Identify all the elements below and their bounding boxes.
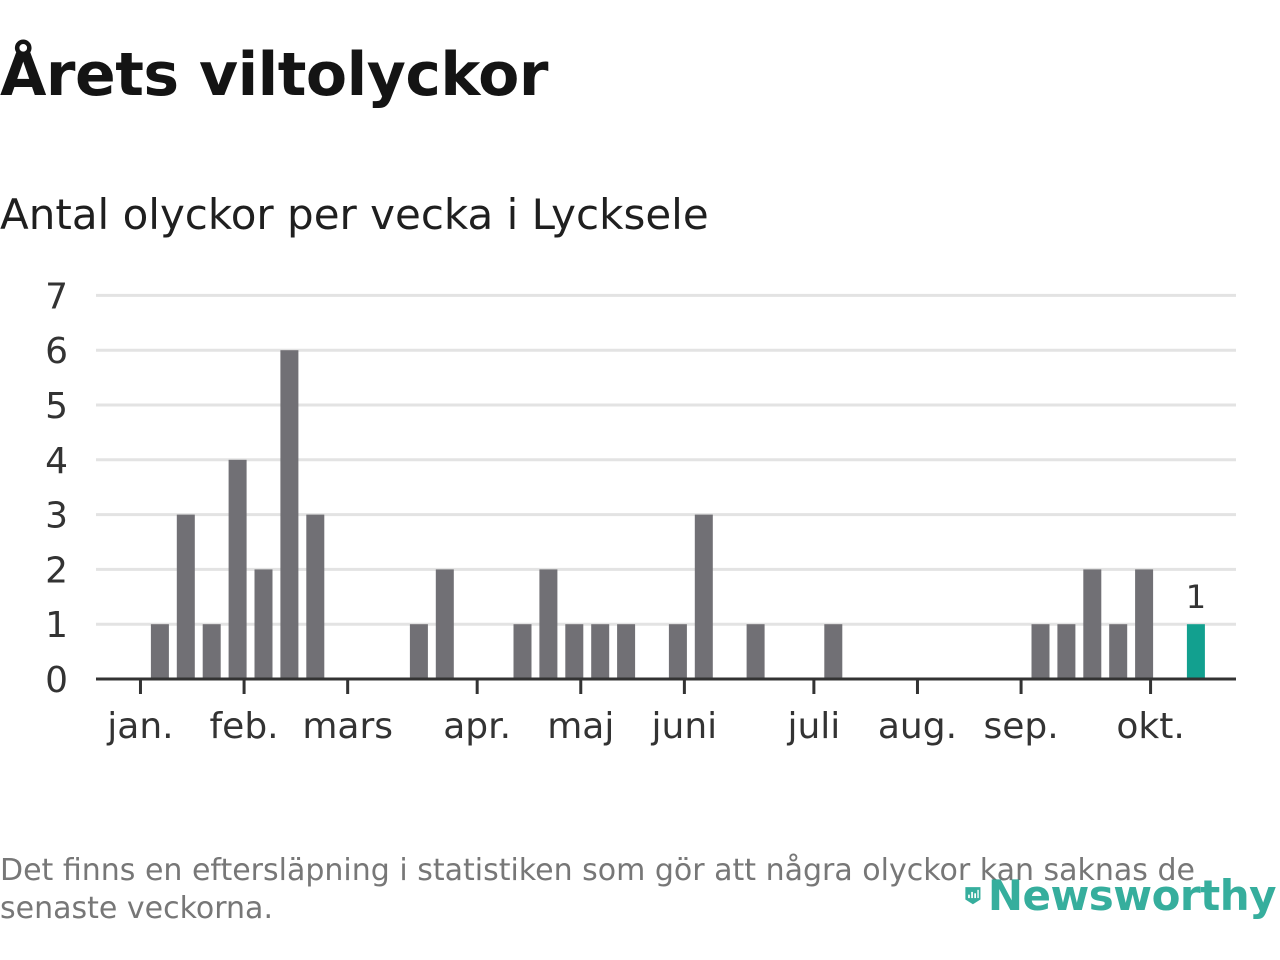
y-tick-label: 1 [45,605,68,646]
bars [150,350,1205,679]
chart-subtitle: Antal olyckor per vecka i Lycksele [0,190,709,239]
highlight-value-label: 1 [1186,578,1206,616]
bar [746,624,765,679]
bar [1135,569,1154,679]
bar-highlight [1186,624,1205,679]
y-tick-label: 4 [45,441,68,482]
bar [176,514,195,679]
bar-chart-badge-icon [965,887,981,905]
bar [202,624,221,679]
x-tick-label: apr. [443,706,511,747]
bar [254,569,273,679]
x-tick-label: juni [651,706,718,747]
y-tick-label: 5 [45,386,68,427]
bar [565,624,584,679]
bar [513,624,532,679]
x-tick-label: mars [302,706,393,747]
y-tick-label: 6 [45,331,68,372]
bar [228,459,247,679]
bar [1031,624,1050,679]
tick-labels: 0 1 2 3 4 5 6 7 1 jan. feb. mars apr. maj juni juli aug.… [45,276,1206,747]
footnote: Det finns en eftersläpning i statistiken… [0,853,1195,926]
bar [539,569,558,679]
y-tick-label: 0 [45,660,68,701]
newsworthy-logo: Newsworthy [964,862,1277,928]
bar [280,350,299,679]
x-tick-label: maj [547,706,614,747]
chart-title: Årets viltolyckor [0,40,549,110]
bar [694,514,713,679]
bar [617,624,636,679]
bar [668,624,687,679]
x-tick-label: sep. [983,706,1058,747]
x-tick-label: feb. [210,706,279,747]
bar [409,624,428,679]
logo-text: Newsworthy [987,870,1277,920]
x-tick-label: jan. [106,706,173,747]
x-axis [96,677,1236,694]
x-tick-label: okt. [1116,706,1184,747]
bar [1083,569,1102,679]
bar [1057,624,1076,679]
y-tick-label: 7 [45,276,68,317]
bar [435,569,454,679]
y-tick-label: 3 [45,496,68,537]
bar [150,624,169,679]
bar [1109,624,1128,679]
bar [591,624,610,679]
y-tick-label: 2 [45,550,68,591]
weekly-accidents-bar-chart: 0 1 2 3 4 5 6 7 1 jan. feb. mars apr. maj juni juli aug.… [45,276,1236,747]
x-tick-label: juli [786,706,840,747]
bar [306,514,325,679]
x-tick-label: aug. [878,706,957,747]
bar [824,624,843,679]
